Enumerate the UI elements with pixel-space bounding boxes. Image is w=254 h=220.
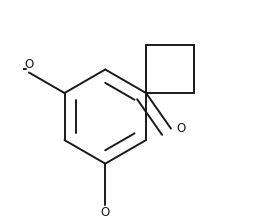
Text: O: O (24, 58, 34, 71)
Text: O: O (101, 206, 110, 219)
Text: O: O (176, 122, 185, 135)
